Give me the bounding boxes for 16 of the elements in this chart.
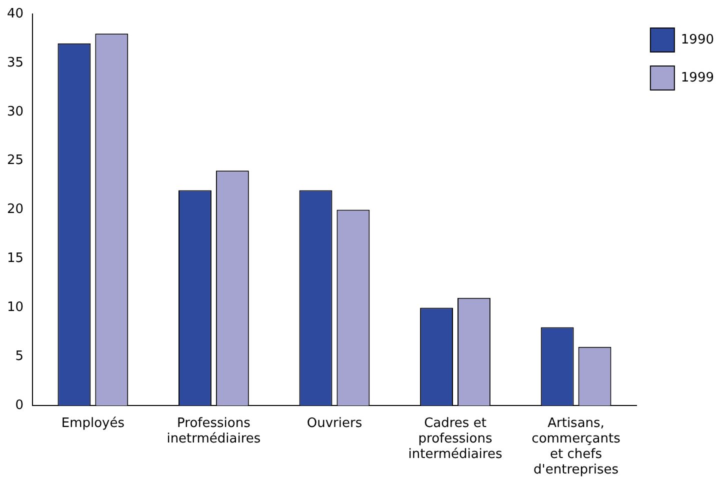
- y-tick-label: 10: [6, 300, 24, 316]
- legend-label: 1999: [680, 70, 714, 86]
- y-tick-label: 15: [6, 251, 24, 266]
- y-tick-label: 35: [6, 55, 24, 70]
- x-tick-label: Employés: [61, 416, 125, 431]
- x-tick-label: Artisans, commerçants et chefs d'entreprises: [532, 416, 621, 478]
- legend-label: 1990: [680, 32, 714, 48]
- x-tick-label: Cadres et professions intermédiaires: [408, 416, 502, 462]
- x-tick-label: Ouvriers: [306, 416, 362, 431]
- y-tick-label: 30: [6, 104, 24, 120]
- y-tick-label: 20: [6, 202, 24, 218]
- y-tick-label: 5: [15, 349, 24, 364]
- y-tick-label: 0: [15, 398, 24, 413]
- y-tick-label: 25: [6, 153, 24, 168]
- x-tick-label: Professions inetrmédiaires: [166, 416, 261, 446]
- y-tick-label: 40: [6, 6, 24, 22]
